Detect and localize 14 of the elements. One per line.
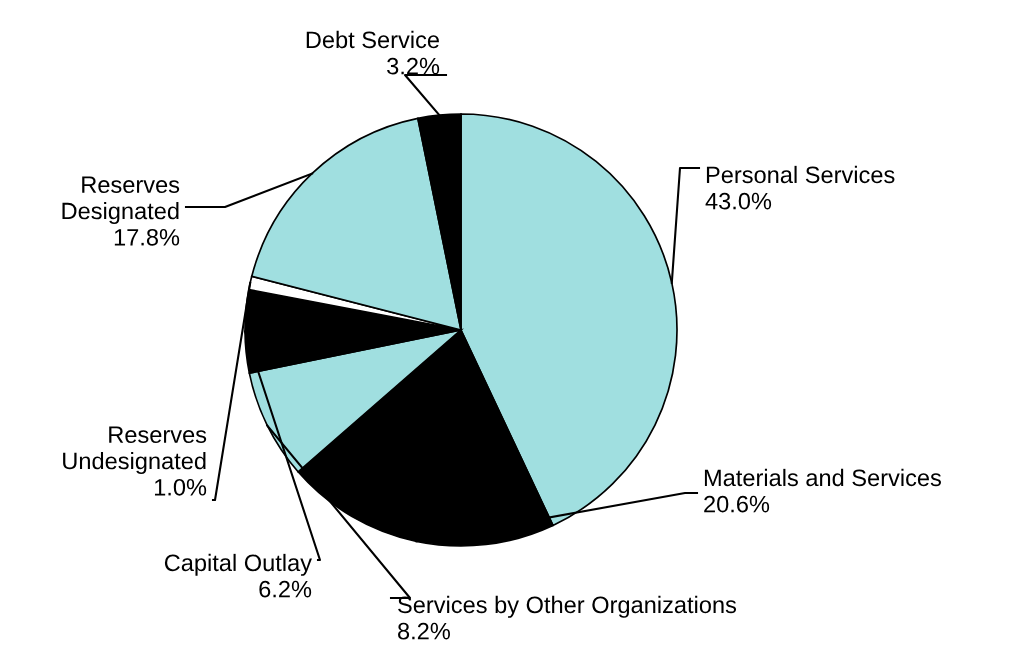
slice-label: Reserves Designated (62, 176, 180, 224)
data-label: 17.8% (114, 228, 180, 246)
data-label: 6.2% (259, 580, 312, 598)
slice-label: Debt Service (306, 30, 439, 49)
slice-label: Services by Other Organizations (398, 595, 737, 618)
data-label: 1.0% (154, 478, 207, 496)
data-label: 3.2% (387, 57, 440, 75)
data-label: 8.2% (398, 622, 450, 640)
slice-label: Materials and Services (704, 468, 941, 487)
slice-label: Capital Outlay (164, 553, 312, 576)
slice-label: Personal Services (706, 165, 895, 184)
data-label: 43.0% (705, 192, 772, 210)
slice-label: Reserves Undesignated (63, 426, 207, 475)
data-label: 20.6% (704, 495, 770, 513)
